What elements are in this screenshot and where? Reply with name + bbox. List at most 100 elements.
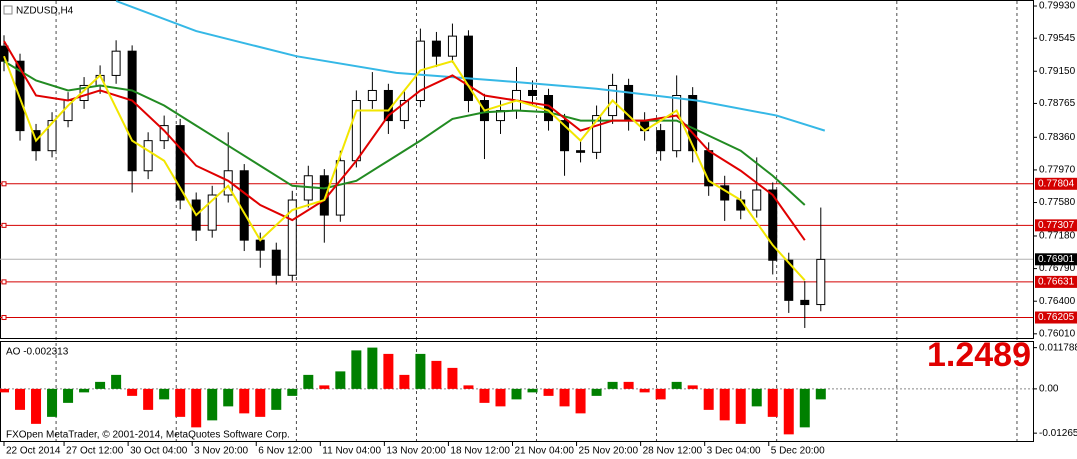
y-tick-label: 0.76790	[1039, 263, 1076, 274]
candle-body	[239, 170, 249, 241]
candle-body	[159, 125, 169, 142]
ao-bar	[575, 388, 586, 414]
ao-bar	[159, 388, 170, 400]
x-tick-label: 6 Nov 12:00	[258, 446, 312, 457]
x-tick-label: 5 Dec 20:00	[771, 446, 825, 457]
ao-bar	[111, 374, 122, 389]
candle-body	[335, 160, 345, 216]
ao-bar	[463, 385, 474, 389]
candle-body	[463, 35, 473, 102]
ao-bar	[815, 388, 826, 400]
candle-body	[447, 35, 457, 57]
ao-bar	[479, 388, 490, 403]
level-label-bg	[1035, 177, 1077, 190]
level-handle	[1, 279, 7, 285]
ao-bar	[559, 388, 570, 407]
x-tick-label: 22 Oct 2014	[6, 446, 61, 457]
x-tick-label: 18 Nov 12:00	[450, 446, 510, 457]
ao-bar	[735, 388, 746, 424]
ao-bar	[447, 367, 458, 389]
candle-body	[47, 120, 57, 152]
y-tick-label: 0.78765	[1039, 98, 1076, 109]
candle-body	[111, 50, 121, 76]
ao-bar	[287, 388, 298, 396]
level-label: 0.77804	[1038, 178, 1075, 189]
candle-body	[784, 259, 794, 301]
ao-bar	[303, 374, 314, 389]
ao-bar	[175, 388, 186, 417]
ao-bar	[719, 388, 730, 421]
level-label: 0.77307	[1038, 220, 1075, 231]
ao-bar	[767, 388, 778, 417]
candle-body	[800, 299, 810, 306]
y-tick-label: 0.79545	[1039, 33, 1076, 44]
x-tick-label: 30 Oct 04:00	[130, 446, 188, 457]
ao-bar	[31, 388, 42, 424]
y-tick-label: 0.78360	[1039, 132, 1076, 143]
ao-bar	[271, 388, 282, 410]
indicator-line	[115, 0, 826, 132]
ao-bar	[511, 388, 522, 400]
ao-bar	[671, 381, 682, 389]
ao-bar	[367, 347, 378, 389]
level-handle	[1, 315, 7, 321]
y-tick-label: 0.79930	[1039, 1, 1076, 12]
ao-bar	[0, 388, 10, 393]
level-label-bg	[1035, 311, 1077, 324]
y-tick-label: 0.011788	[1039, 342, 1077, 353]
candle-body	[207, 194, 217, 231]
footer: FXOpen MetaTrader, © 2001-2014, MetaQuot…	[6, 430, 290, 441]
ao-bar	[383, 353, 394, 389]
candle-body	[560, 120, 570, 152]
ao-bar	[47, 388, 58, 417]
ao-bar	[351, 350, 362, 389]
candle-body	[592, 115, 602, 153]
candle-body	[672, 94, 682, 152]
candle-body	[528, 89, 538, 96]
x-tick-label: 21 Nov 04:00	[514, 446, 574, 457]
symbol-icon	[3, 5, 13, 15]
ao-bar	[607, 381, 618, 389]
annotation: 1.2489	[927, 336, 1031, 374]
ao-bar	[255, 388, 266, 417]
y-tick-label: 0.77180	[1039, 231, 1076, 242]
last-price-bg	[1035, 253, 1077, 266]
indicator-line	[3, 60, 806, 206]
candle-body	[255, 239, 265, 251]
candle-body	[127, 50, 137, 172]
x-tick-label: 11 Nov 04:00	[322, 446, 381, 457]
ao-bar	[799, 388, 810, 428]
level-label-bg	[1035, 219, 1077, 232]
last-price-label: 0.76901	[1038, 254, 1075, 265]
candle-body	[816, 258, 826, 306]
ao-bar	[95, 381, 106, 389]
ao-bar	[239, 388, 250, 414]
level-label: 0.76631	[1038, 277, 1075, 288]
ao-bar	[399, 374, 410, 389]
level-label: 0.76205	[1038, 312, 1075, 323]
ao-bar	[15, 388, 26, 410]
candle-body	[271, 249, 281, 276]
ao-bar	[207, 388, 218, 421]
candle-body	[287, 199, 297, 276]
y-tick-label: 0.76010	[1039, 328, 1076, 339]
x-tick-label: 25 Nov 20:00	[579, 446, 639, 457]
ao-bar	[79, 388, 90, 393]
candle-body	[431, 40, 441, 57]
level-label-bg	[1035, 275, 1077, 288]
ao-bar	[191, 388, 202, 428]
candle-body	[367, 89, 377, 102]
x-tick-label: 13 Nov 20:00	[386, 446, 446, 457]
level-handle	[1, 222, 7, 228]
x-tick-label: 28 Nov 12:00	[643, 446, 703, 457]
candle-body	[656, 130, 666, 152]
ao-bar	[591, 388, 602, 396]
candle-body	[576, 150, 586, 153]
candle-body	[752, 189, 762, 211]
ao-bar	[335, 371, 346, 389]
ao-bar	[687, 385, 698, 389]
y-tick-label: 0.77970	[1039, 165, 1076, 176]
ao-bar	[639, 388, 650, 393]
candle-body	[351, 100, 361, 162]
